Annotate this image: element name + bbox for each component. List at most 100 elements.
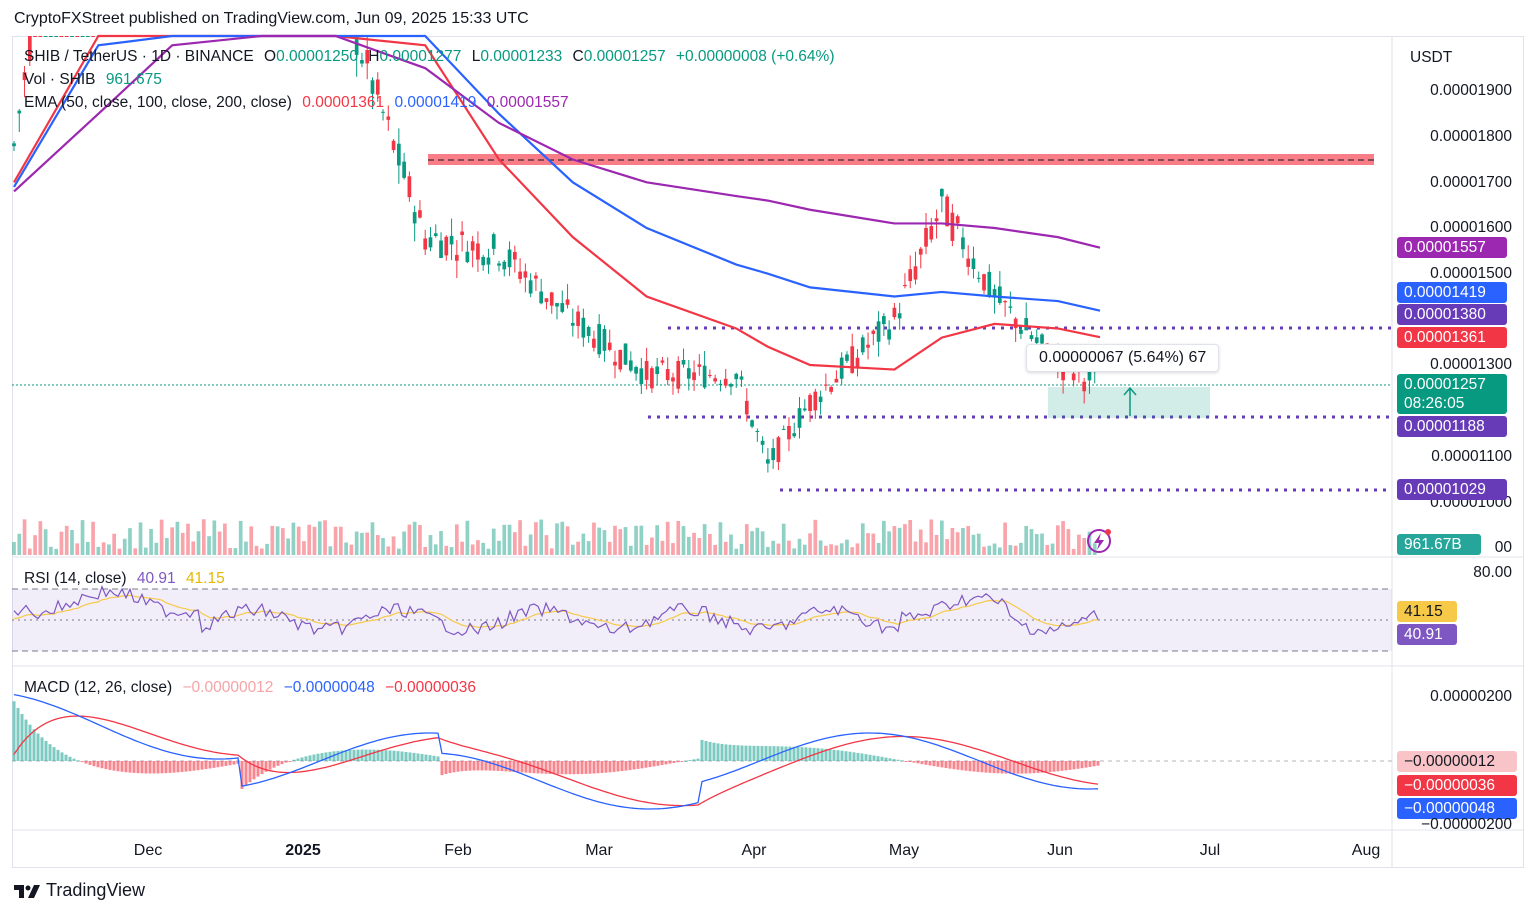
candle-body — [59, 36, 64, 37]
macd-histogram-bar — [164, 761, 168, 774]
macd-histogram-bar — [324, 752, 328, 761]
macd-histogram-bar — [756, 745, 760, 761]
volume-bar — [449, 547, 454, 555]
volume-bar — [876, 542, 881, 555]
volume-bar — [507, 524, 512, 555]
volume-bar — [85, 541, 90, 555]
macd-hist-value: −0.00000012 — [182, 679, 274, 696]
volume-bar — [650, 537, 654, 555]
volume-bar — [196, 531, 201, 555]
macd-histogram-bar — [496, 761, 500, 771]
volume-bar — [165, 537, 169, 555]
macd-histogram-bar — [760, 745, 764, 761]
macd-histogram-bar — [104, 761, 108, 770]
macd-histogram-bar — [912, 761, 916, 763]
candle-body — [354, 36, 359, 55]
candle-body — [1013, 318, 1018, 329]
candle-body — [602, 329, 607, 351]
volume-bar — [49, 546, 53, 555]
volume-bar — [1040, 533, 1044, 555]
x-axis-label: Jul — [1199, 842, 1221, 859]
volume-bar — [676, 520, 681, 555]
measure-box[interactable] — [1048, 387, 1210, 418]
macd-histogram-bar — [340, 750, 344, 761]
volume-bar — [839, 543, 844, 555]
symbol-name[interactable]: SHIB / TetherUS · 1D · BINANCE — [24, 48, 254, 65]
volume-bar — [581, 533, 586, 555]
candle-body — [897, 313, 902, 319]
macd-histogram-bar — [716, 743, 720, 761]
macd-histogram-bar — [44, 740, 48, 761]
volume-bar — [407, 524, 412, 555]
volume-bar — [43, 529, 48, 555]
candle-body — [539, 291, 544, 304]
candle-body — [502, 261, 507, 270]
candle-body — [750, 420, 754, 427]
volume-bar — [792, 548, 797, 555]
symbol-legend[interactable]: SHIB / TetherUS · 1D · BINANCE O0.000012… — [24, 48, 841, 66]
candle-body — [744, 400, 749, 415]
macd-histogram-bar — [20, 714, 24, 761]
candle-body — [655, 366, 660, 374]
candle-body — [871, 330, 876, 334]
ema-legend[interactable]: EMA (50, close, 100, close, 200, close) … — [24, 94, 575, 112]
candle-body — [866, 344, 870, 348]
volume-bar — [138, 522, 143, 555]
volume-bar — [107, 544, 111, 555]
macd-histogram-bar — [348, 749, 352, 761]
macd-histogram-bar — [956, 761, 960, 770]
volume-bar — [191, 541, 196, 555]
candle-body — [428, 237, 433, 248]
candle-body — [91, 36, 95, 37]
volume-bar — [486, 548, 491, 555]
volume-bar — [971, 534, 976, 555]
candle-body — [581, 317, 586, 338]
macd-axis-label: −0.00000200 — [1421, 816, 1512, 833]
rsi-ma-tag: 41.15 — [1397, 601, 1457, 622]
volume-bar — [1066, 529, 1071, 555]
macd-histogram-bar — [1060, 761, 1064, 771]
volume-bar — [133, 548, 138, 555]
macd-histogram-bar — [256, 761, 260, 777]
candle-body — [665, 369, 670, 381]
volume-bar — [1055, 525, 1060, 555]
candle-body — [386, 116, 391, 120]
candle-body — [787, 425, 791, 440]
currency-label[interactable]: USDT — [1410, 49, 1453, 66]
macd-histogram-bar — [600, 761, 604, 773]
macd-histogram-bar — [624, 761, 628, 771]
macd-histogram-bar — [668, 761, 672, 764]
candle-body — [465, 251, 470, 263]
candle-body — [808, 395, 812, 411]
volume-bar — [244, 541, 248, 555]
rsi-ma-value: 41.15 — [185, 570, 225, 587]
macd-histogram-bar — [336, 750, 340, 761]
rsi-legend[interactable]: RSI (14, close) 40.91 41.15 — [24, 570, 231, 588]
price-axis-label: 0.00001600 — [1430, 219, 1512, 236]
volume-bar — [860, 523, 865, 555]
macd-legend[interactable]: MACD (12, 26, close) −0.00000012 −0.0000… — [24, 679, 482, 697]
candle-body — [1003, 301, 1007, 303]
volume-bar — [686, 536, 691, 555]
macd-histogram-bar — [1048, 761, 1052, 773]
macd-histogram-bar — [300, 757, 304, 761]
volume-bar — [766, 546, 770, 555]
ema-label: EMA (50, close, 100, close, 200, close) — [24, 94, 292, 111]
volume-bar — [692, 532, 696, 555]
candle-body — [781, 428, 786, 430]
volume-bar — [808, 533, 812, 555]
volume-bar — [302, 541, 306, 555]
candle-body — [618, 349, 623, 370]
measure-label[interactable]: 0.00000067 (5.64%) 67 — [1026, 344, 1220, 372]
lightning-icon[interactable] — [1087, 529, 1111, 553]
candle-body — [454, 254, 459, 261]
tradingview-logo[interactable]: TradingView — [14, 880, 145, 901]
volume-label: Vol · SHIB — [24, 71, 96, 88]
volume-bar — [22, 519, 27, 555]
macd-histogram-bar — [352, 749, 356, 761]
macd-histogram-bar — [764, 746, 768, 761]
volume-bar — [834, 545, 839, 555]
volume-legend[interactable]: Vol · SHIB 961.675 — [24, 71, 168, 89]
candle-body — [534, 275, 538, 279]
